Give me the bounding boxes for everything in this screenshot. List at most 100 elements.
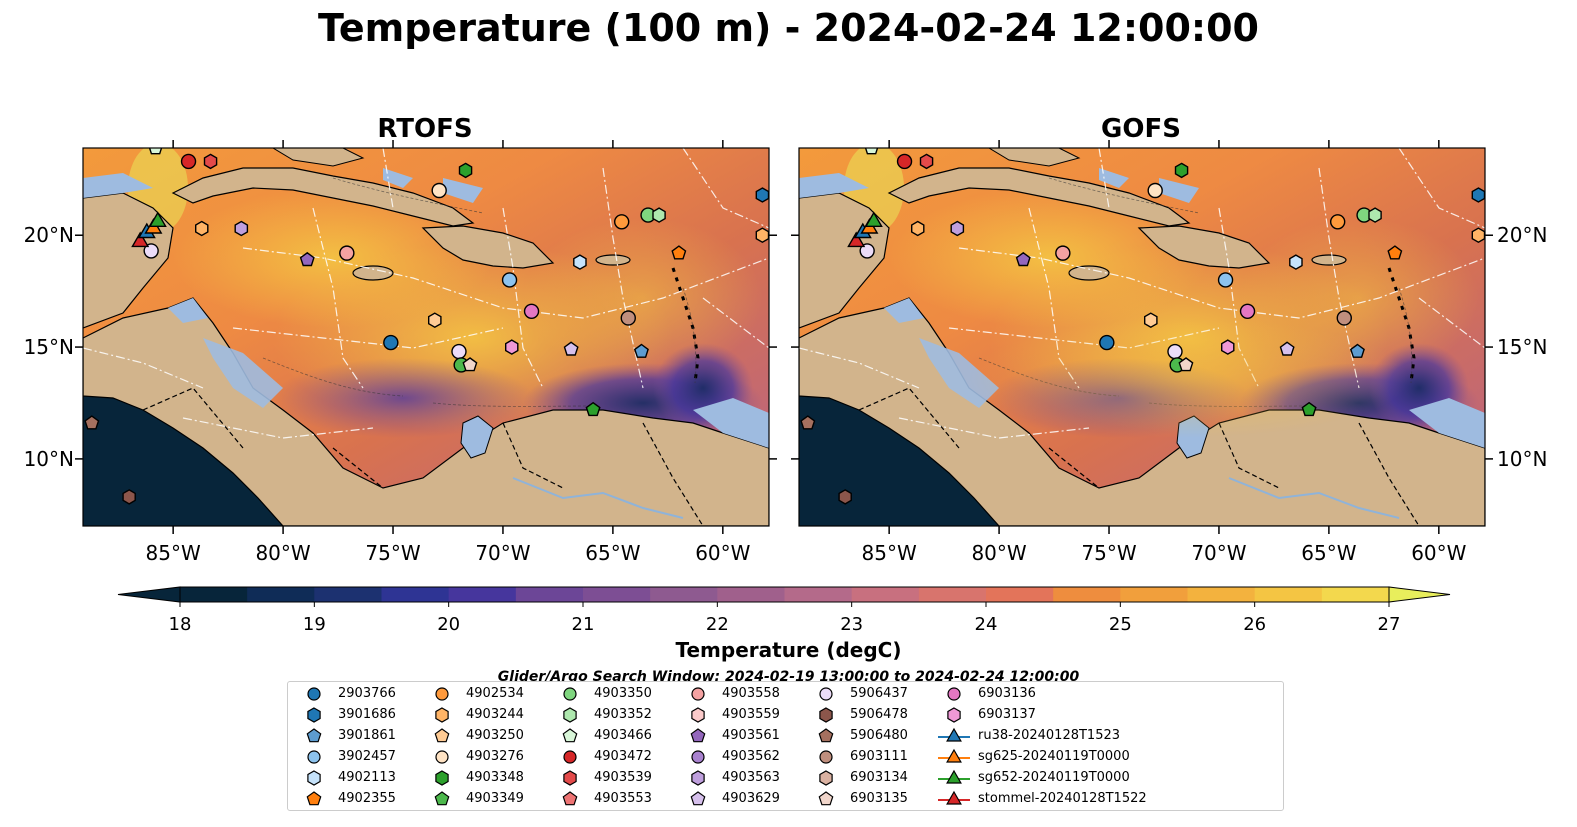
legend-marker-icon xyxy=(435,750,449,764)
legend-marker-icon xyxy=(938,790,970,805)
float-marker-5906437[interactable] xyxy=(143,243,159,259)
float-marker-4902534[interactable] xyxy=(613,214,630,230)
x-tick-label: 75°W xyxy=(365,541,420,565)
legend-label: 5906478 xyxy=(850,707,908,722)
float-marker-4903276[interactable] xyxy=(1147,182,1163,199)
float-marker-4903349b[interactable] xyxy=(1301,401,1317,417)
colorbar-tick-label: 26 xyxy=(1243,614,1266,635)
float-marker-4903561[interactable] xyxy=(299,251,315,267)
float-marker-4903244[interactable] xyxy=(910,220,925,237)
float-marker-6903137[interactable] xyxy=(1221,339,1235,355)
legend-label: 4902355 xyxy=(338,791,396,806)
float-marker-4902355[interactable] xyxy=(671,245,687,260)
colorbar-cell xyxy=(1187,587,1256,602)
legend-marker-icon xyxy=(691,707,705,723)
legend-marker-icon xyxy=(563,707,577,723)
colorbar-cell xyxy=(918,587,987,602)
float-marker-4903466[interactable] xyxy=(148,141,163,155)
float-marker-4902113[interactable] xyxy=(1289,254,1303,270)
float-marker-5906437[interactable] xyxy=(859,243,875,259)
float-marker-6903111[interactable] xyxy=(620,310,636,326)
float-marker-4903629[interactable] xyxy=(563,341,579,356)
float-marker-6903136[interactable] xyxy=(1239,303,1256,319)
float-marker-4903472[interactable] xyxy=(896,153,913,170)
float-marker-4902113[interactable] xyxy=(573,254,587,270)
float-marker-3902457[interactable] xyxy=(1217,272,1234,288)
float-marker-stommel[interactable] xyxy=(131,231,150,248)
rtofs-map[interactable] xyxy=(83,141,769,526)
float-marker-4903561[interactable] xyxy=(1015,251,1031,267)
float-marker-4903563[interactable] xyxy=(950,220,965,237)
legend-marker-icon xyxy=(690,791,706,806)
legend-label: 6903134 xyxy=(850,770,908,785)
float-marker-4903629[interactable] xyxy=(1279,341,1295,356)
y-tick-label-right: 15°N xyxy=(1497,335,1547,359)
rtofs-panel-title: RTOFS xyxy=(377,114,473,144)
colorbar-cell xyxy=(986,587,1054,602)
float-marker-2903766[interactable] xyxy=(1099,334,1115,351)
colorbar-cell xyxy=(247,587,315,602)
legend-label: sg652-20240119T0000 xyxy=(978,770,1130,785)
float-marker-4903276[interactable] xyxy=(431,182,447,199)
legend-marker-icon xyxy=(307,707,321,723)
legend-label: 4903466 xyxy=(594,728,652,743)
legend-marker-icon xyxy=(307,750,321,764)
float-marker-sg652[interactable] xyxy=(864,211,883,228)
legend-label: 5906480 xyxy=(850,728,908,743)
float-marker-4903352[interactable] xyxy=(1368,207,1382,223)
legend-label: 6903136 xyxy=(978,686,1036,701)
float-marker-4903539[interactable] xyxy=(919,153,934,170)
legend-label: 2903766 xyxy=(338,686,396,701)
float-marker-4903352[interactable] xyxy=(652,207,666,223)
float-marker-4903348[interactable] xyxy=(458,162,473,179)
legend-label: 6903135 xyxy=(850,791,908,806)
float-marker-4903558[interactable] xyxy=(339,245,355,261)
float-marker-4903563[interactable] xyxy=(234,220,249,237)
float-marker-6903136[interactable] xyxy=(523,303,540,319)
legend-marker-icon xyxy=(307,770,321,786)
x-tick-label: 80°W xyxy=(255,541,310,565)
legend-label: 4903472 xyxy=(594,749,652,764)
float-marker-5906480[interactable] xyxy=(84,415,100,430)
legend-label: 4903563 xyxy=(722,770,780,785)
float-marker-6903137[interactable] xyxy=(505,339,519,355)
legend-marker-icon xyxy=(947,707,961,723)
float-marker-4903558[interactable] xyxy=(1055,245,1071,261)
float-marker-6903135[interactable] xyxy=(462,357,478,372)
legend-marker-icon xyxy=(947,687,961,701)
float-marker-sg652[interactable] xyxy=(148,211,167,228)
colorbar-cell xyxy=(583,587,651,602)
float-marker-4903472[interactable] xyxy=(180,153,197,170)
float-marker-4903244[interactable] xyxy=(194,220,209,237)
float-marker-4902534[interactable] xyxy=(1329,214,1346,230)
float-marker-4903250[interactable] xyxy=(1144,312,1158,329)
float-marker-4903349b[interactable] xyxy=(585,401,601,417)
y-tick-label-right: 20°N xyxy=(1497,223,1547,247)
float-marker-stommel[interactable] xyxy=(847,231,866,248)
float-marker-4902355[interactable] xyxy=(1387,245,1403,260)
colorbar-cell xyxy=(180,587,248,602)
float-marker-5906478[interactable] xyxy=(838,489,852,505)
legend-marker-icon xyxy=(691,687,705,701)
x-tick-label: 85°W xyxy=(146,541,201,565)
float-marker-5906480[interactable] xyxy=(800,415,816,430)
float-marker-3901861[interactable] xyxy=(1349,343,1365,358)
float-marker-5906478[interactable] xyxy=(122,489,136,505)
float-marker-4903348[interactable] xyxy=(1174,162,1189,179)
float-marker-4903539[interactable] xyxy=(203,153,218,170)
colorbar-tick-label: 21 xyxy=(572,614,595,635)
float-marker-2903766[interactable] xyxy=(383,334,399,351)
float-marker-6903135[interactable] xyxy=(1178,357,1194,372)
float-marker-3902457[interactable] xyxy=(501,272,518,288)
x-tick-label: 80°W xyxy=(971,541,1026,565)
colorbar-cell xyxy=(650,587,718,602)
float-marker-4903250[interactable] xyxy=(428,312,442,329)
float-marker-6903111[interactable] xyxy=(1336,310,1352,326)
float-marker-3901861[interactable] xyxy=(633,343,649,358)
colorbar-cell xyxy=(1321,587,1390,602)
gofs-map[interactable] xyxy=(799,141,1485,526)
legend-marker-icon xyxy=(819,707,833,723)
float-marker-4903466[interactable] xyxy=(864,141,879,155)
